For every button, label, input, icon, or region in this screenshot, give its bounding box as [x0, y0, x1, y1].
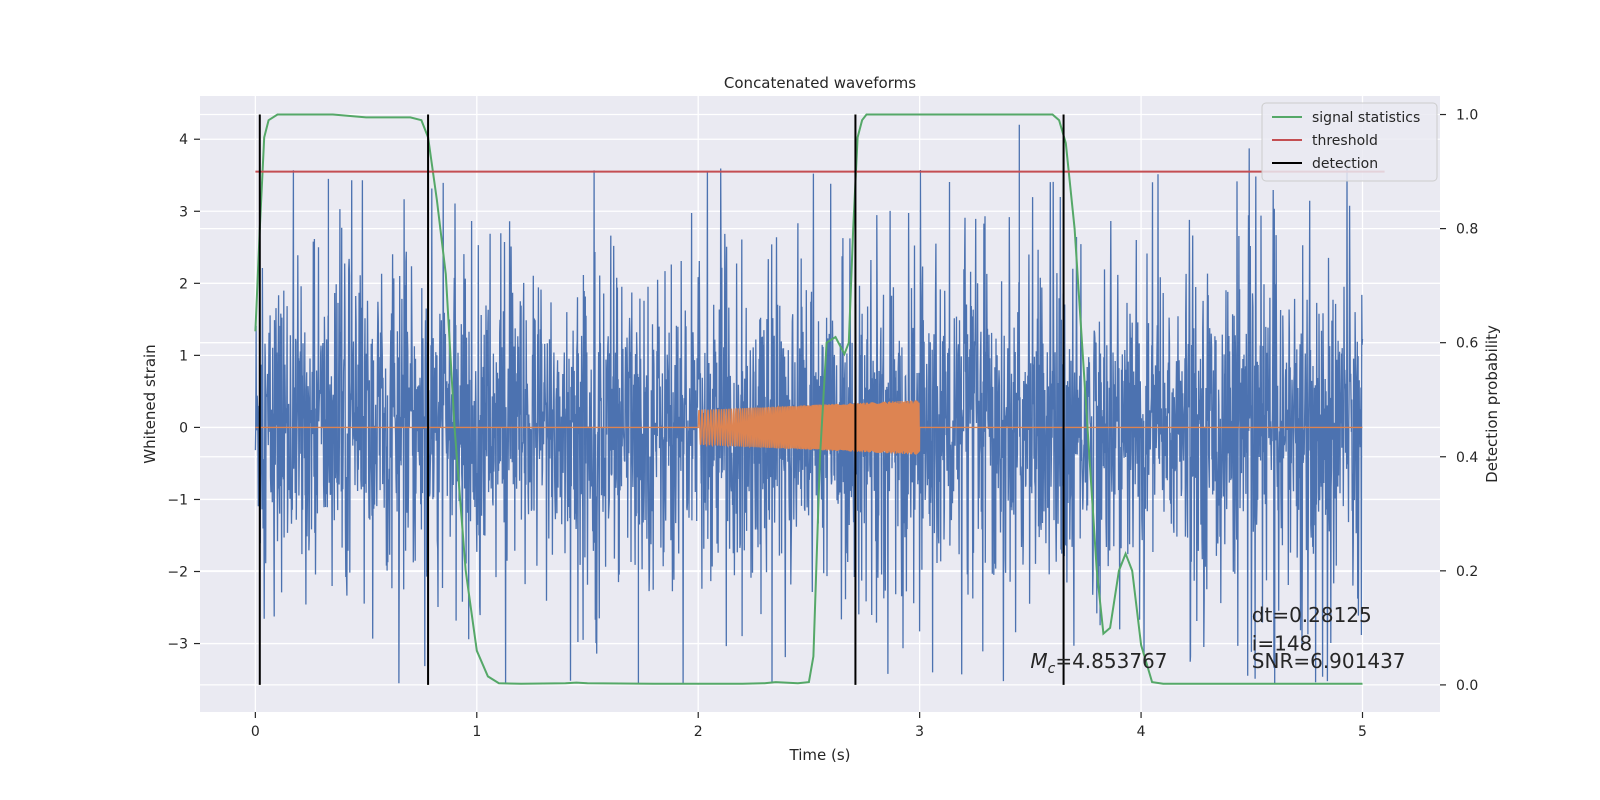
plot-series-group	[254, 124, 1364, 684]
x-tick-label: 5	[1358, 724, 1367, 740]
y-tick-label: 4	[179, 132, 188, 148]
x-axis-label: Time (s)	[789, 746, 851, 764]
y-axis-label: Whitened strain	[141, 344, 159, 463]
legend: signal statistics threshold detection	[1261, 102, 1438, 182]
x-tick-label: 4	[1137, 724, 1146, 740]
y2-tick-label: 0.4	[1456, 450, 1478, 466]
y-tick-label: 1	[179, 348, 188, 364]
y-tick-label: −1	[167, 492, 188, 508]
y-tick-label: 3	[179, 204, 188, 220]
y-tick-label: 2	[179, 276, 188, 292]
legend-label: signal statistics	[1312, 110, 1420, 126]
y2-tick-label: 1.0	[1456, 108, 1478, 124]
signal-statistics-line	[254, 113, 1363, 685]
y-tick-label: −3	[167, 637, 188, 653]
x-tick-label: 3	[915, 724, 924, 740]
x-tick-label: 1	[472, 724, 481, 740]
legend-label: threshold	[1312, 133, 1378, 149]
y2-axis-label: Detection probability	[1483, 325, 1501, 483]
annotation-text: SNR=6.901437	[1252, 649, 1406, 673]
x-tick-label: 2	[694, 724, 703, 740]
y2-tick-label: 0.0	[1456, 678, 1478, 694]
series-layer	[254, 113, 1385, 685]
annotation-text: dt=0.28125	[1252, 603, 1372, 627]
chart-title: Concatenated waveforms	[724, 74, 916, 92]
y2-tick-label: 0.8	[1456, 222, 1478, 238]
legend-label: detection	[1312, 156, 1378, 172]
injected-waveform-series	[255, 400, 1363, 455]
legend-box	[1261, 102, 1438, 182]
y2-tick-label: 0.2	[1456, 564, 1478, 580]
x-tick-label: 0	[251, 724, 260, 740]
annotation-text: i=148	[1252, 632, 1313, 656]
strain-series	[254, 124, 1364, 684]
axis-layer: 0 1 2 3 4 5 −3 −2 −1 0 1 2 3 4 0.0 0.2 0.4 0.6 0.8 1.0	[167, 108, 1478, 740]
y-tick-label: −2	[167, 565, 188, 581]
y2-tick-label: 0.6	[1456, 336, 1478, 352]
y-tick-label: 0	[179, 420, 188, 436]
annotation-text: Mc=4.853767	[1030, 649, 1167, 677]
